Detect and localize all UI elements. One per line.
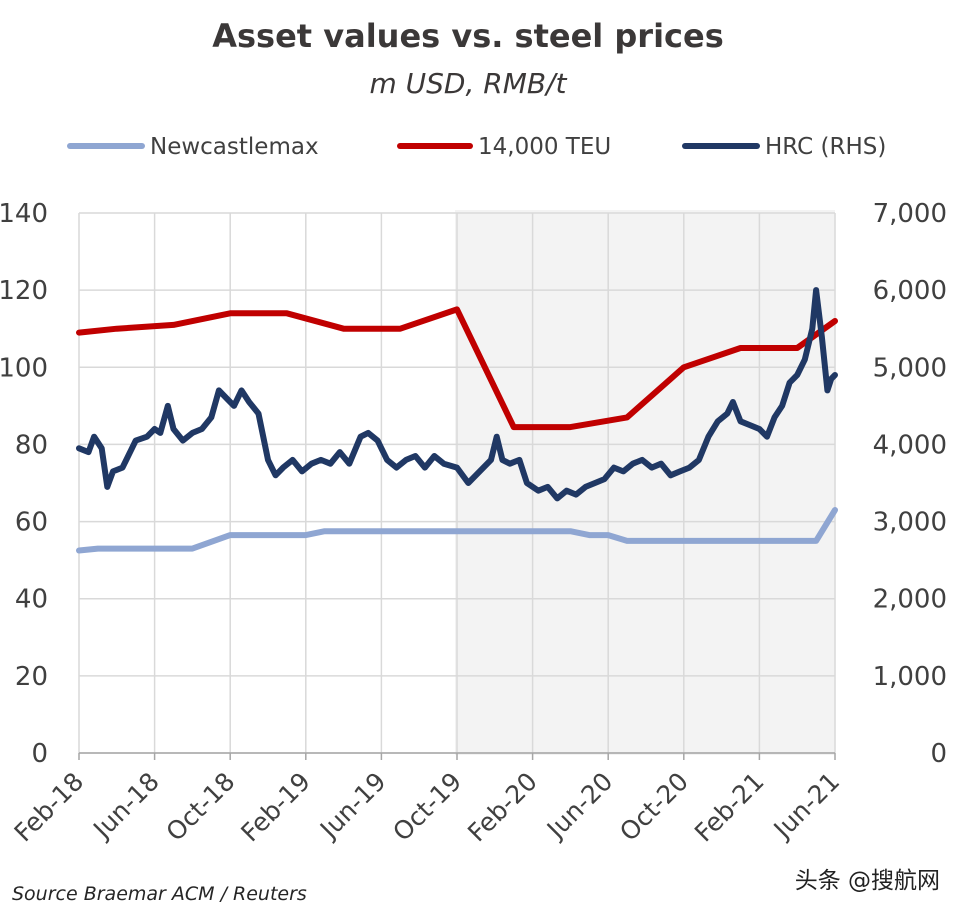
y-right-tick-label: 2,000 [873, 585, 947, 615]
x-tick-label: Oct-19 [387, 767, 467, 847]
x-tick-label: Feb-20 [462, 767, 543, 848]
x-tick-label: Jun-18 [86, 767, 164, 845]
x-tick-label: Jun-20 [540, 767, 618, 845]
y-left-tick-label: 80 [15, 430, 48, 460]
x-tick-label: Feb-19 [235, 767, 316, 848]
y-right-tick-label: 4,000 [873, 430, 947, 460]
x-tick-label: Feb-21 [689, 767, 770, 848]
legend: Newcastlemax 14,000 TEU HRC (RHS) [67, 134, 886, 160]
shaded-region [455, 210, 835, 755]
x-tick-label: Oct-20 [614, 767, 694, 847]
y-left-tick-label: 40 [15, 585, 48, 615]
x-axis: Feb-18Jun-18Oct-18Feb-19Jun-19Oct-19Feb-… [9, 752, 845, 848]
y-left-tick-label: 60 [15, 508, 48, 538]
series-line-hrc-rhs [76, 287, 838, 502]
legend-label-14000-teu: 14,000 TEU [478, 134, 611, 160]
y-right-tick-label: 1,000 [873, 662, 947, 692]
x-tick-label: Oct-18 [160, 767, 240, 847]
y-left-tick-label: 20 [15, 662, 48, 692]
y-right-tick-label: 0 [930, 739, 947, 769]
y-right-tick-label: 5,000 [873, 353, 947, 383]
y-left-tick-label: 100 [0, 353, 48, 383]
x-tick-label: Jun-21 [767, 767, 845, 845]
y-axis-right: 0 1,000 2,000 3,000 4,000 5,000 6,000 7,000 [873, 199, 947, 769]
series-line-newcastlemax [76, 507, 838, 554]
y-left-tick-label: 140 [0, 199, 48, 229]
series-line-14-000-teu [76, 306, 838, 431]
series-lines [76, 287, 838, 554]
y-left-tick-label: 120 [0, 276, 48, 306]
y-axis-left: 0 20 40 60 80 100 120 140 [0, 199, 48, 769]
watermark: 头条 @搜航网 [795, 868, 940, 894]
y-right-tick-label: 6,000 [873, 276, 947, 306]
legend-label-newcastlemax: Newcastlemax [150, 134, 319, 160]
chart-subtitle: m USD, RMB/t [369, 67, 567, 100]
y-right-tick-label: 7,000 [873, 199, 947, 229]
y-right-tick-label: 3,000 [873, 508, 947, 538]
source-note: Source Braemar ACM / Reuters [12, 883, 307, 905]
legend-label-hrc: HRC (RHS) [765, 134, 886, 160]
gridlines [78, 212, 836, 754]
x-tick-label: Jun-19 [313, 767, 391, 845]
y-left-tick-label: 0 [31, 739, 48, 769]
x-tick-label: Feb-18 [9, 767, 90, 848]
chart-title: Asset values vs. steel prices [212, 17, 724, 55]
